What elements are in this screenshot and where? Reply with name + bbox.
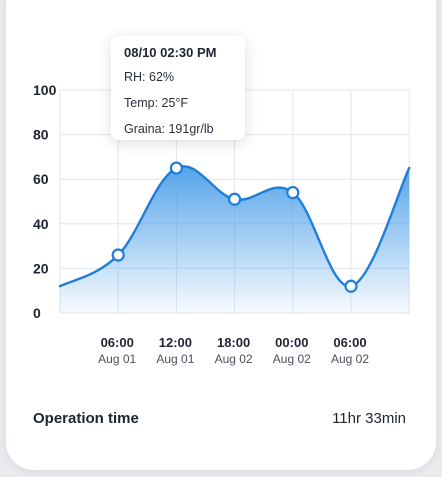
operation-time-row: Operation time 11hr 33min [33,410,406,427]
operation-time-label: Operation time [33,410,139,427]
tooltip-temp: Temp: 25°F [124,96,189,110]
tooltip-graina: Graina: 191gr/lb [124,122,214,136]
data-point-markers [111,161,358,293]
y-axis-ticks: 0 20 40 60 80 100 [33,82,57,321]
x-tick-date-1: Aug 01 [156,352,194,366]
y-tick-label-4: 80 [33,127,49,143]
series-area [60,166,410,313]
x-tick-time-1: 12:00 [159,335,192,350]
x-tick-time-0: 06:00 [101,335,134,350]
y-tick-label-1: 20 [33,260,49,276]
x-axis-ticks: 06:00 Aug 01 12:00 Aug 01 18:00 Aug 02 00:00 Au… [98,335,369,366]
tooltip-rh: RH: 62% [124,70,175,84]
y-tick-label-0: 0 [33,305,41,321]
tooltip-title: 08/10 02:30 PM [124,45,217,60]
data-point-5[interactable] [344,279,358,293]
x-tick-time-3: 00:00 [275,335,308,350]
x-tick-date-0: Aug 01 [98,352,136,366]
data-point-1[interactable] [111,248,125,262]
data-point-2[interactable] [169,161,183,175]
x-tick-date-3: Aug 02 [273,352,311,366]
data-point-3[interactable] [228,192,242,206]
x-tick-date-4: Aug 02 [331,352,369,366]
y-tick-label-3: 60 [33,171,49,187]
x-tick-time-2: 18:00 [217,335,250,350]
data-tooltip: 08/10 02:30 PM RH: 62% Temp: 25°F Graina… [111,36,245,140]
x-tick-date-2: Aug 02 [215,352,253,366]
x-tick-time-4: 06:00 [333,335,366,350]
y-tick-label-5: 100 [33,82,57,98]
data-point-4[interactable] [286,185,300,200]
operation-time-value: 11hr 33min [332,410,406,427]
y-tick-label-2: 40 [33,216,49,232]
